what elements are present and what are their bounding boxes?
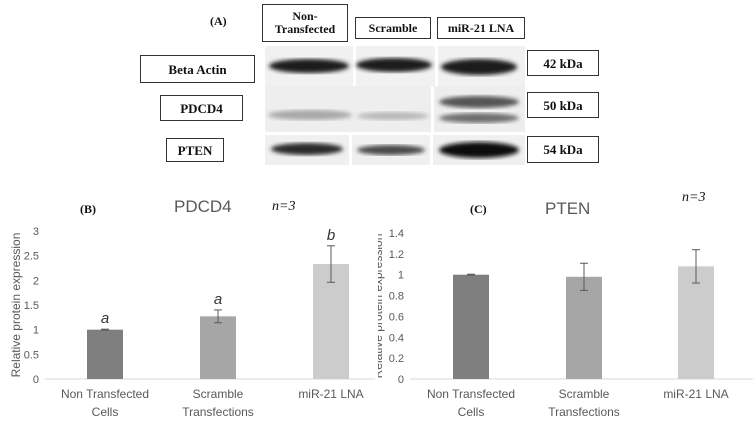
y-tick-label: 1: [398, 270, 404, 282]
band-beta-actin-lane2: [356, 58, 432, 72]
size-label-54kda: 54 kDa: [527, 136, 599, 163]
blot-strip-pdcd4: [265, 86, 525, 132]
x-tick-label: Cells: [458, 405, 485, 419]
pten-bar-chart: 0 0.2 0.4 0.6 0.8 1 1.2 1.4 Relative protein exp…: [378, 228, 753, 419]
pdcd4-bar-chart: 0 0.5 1 1.5 2 2.5 3 Relative protein expression…: [9, 226, 375, 419]
y-tick-label: 0.5: [24, 349, 39, 361]
band-pten-lane2: [357, 145, 425, 155]
y-tick-label: 0.8: [389, 291, 404, 303]
band-beta-actin-lane1: [269, 59, 349, 73]
blot-lane-divider: [349, 135, 352, 165]
band-pdcd4-lane1: [268, 110, 352, 120]
band-pdcd4-lane2: [357, 112, 429, 120]
y-tick-label: 1.2: [389, 249, 404, 261]
y-tick-label: 0: [398, 374, 404, 386]
x-tick-label: miR-21 LNA: [663, 387, 728, 401]
significance-letter: a: [101, 310, 109, 327]
band-pten-lane3: [439, 142, 519, 158]
blot-lane-divider: [435, 46, 438, 86]
bar: [200, 316, 236, 379]
lane-label-text: miR-21 LNA: [447, 20, 515, 35]
y-tick-label: 2: [33, 275, 39, 287]
y-tick-label: 3: [33, 226, 39, 238]
size-label-text: 54 kDa: [543, 142, 583, 157]
significance-letter: a: [214, 291, 222, 308]
lane-label-scramble: Scramble: [355, 17, 431, 39]
y-tick-label: 0.4: [389, 332, 404, 344]
y-axis-label: Relative protein expression: [9, 233, 23, 378]
chart-c-n-label: n=3: [682, 190, 706, 205]
x-tick-label: Non Transfected: [427, 387, 515, 401]
bar: [678, 266, 714, 379]
blot-lane-divider: [431, 86, 434, 132]
y-tick-label: 0.6: [389, 311, 404, 323]
x-tick-label: Scramble: [193, 387, 244, 401]
y-tick-label: 0: [33, 374, 39, 386]
protein-label-text: Beta Actin: [168, 61, 227, 77]
chart-b-panel-label: (B): [80, 202, 96, 216]
band-beta-actin-lane3: [441, 59, 517, 75]
band-pdcd4-lane3-lower: [439, 113, 519, 123]
y-axis-label: Relative protein expression: [378, 234, 385, 379]
lane-label-non-transfected: Non- Transfected: [262, 4, 348, 42]
x-tick-label: Non Transfected: [61, 387, 149, 401]
y-tick-label: 0.2: [389, 353, 404, 365]
x-tick-label: Scramble: [559, 387, 610, 401]
lane-label-mir21-lna: miR-21 LNA: [437, 17, 525, 39]
blot-panel-label: (A): [210, 14, 227, 28]
size-label-50kda: 50 kDa: [527, 92, 599, 118]
bar: [313, 264, 349, 379]
band-pdcd4-lane3-upper: [439, 96, 519, 108]
western-blot-image: [265, 46, 525, 165]
x-tick-label: Transfections: [548, 405, 620, 419]
chart-b-n-label: n=3: [272, 199, 296, 214]
band-pten-lane1: [271, 143, 343, 155]
y-tick-label: 1.5: [24, 300, 39, 312]
y-tick-label: 1.4: [389, 228, 404, 240]
bar: [566, 276, 602, 379]
y-tick-label: 2.5: [24, 251, 39, 263]
size-label-text: 42 kDa: [543, 55, 583, 71]
bar: [87, 329, 123, 379]
blot-lane-divider: [353, 46, 356, 86]
chart-b-title: PDCD4: [174, 197, 232, 216]
x-tick-label: Cells: [92, 405, 119, 419]
lane-label-text: Scramble: [368, 20, 418, 35]
x-tick-label: miR-21 LNA: [298, 387, 363, 401]
chart-c-title: PTEN: [545, 199, 591, 218]
protein-label-pdcd4: PDCD4: [160, 95, 243, 121]
y-tick-label: 1: [33, 325, 39, 337]
chart-c-panel-label: (C): [470, 202, 487, 216]
x-tick-label: Transfections: [182, 405, 254, 419]
blot-lane-divider: [430, 135, 433, 165]
significance-letter: b: [327, 227, 335, 244]
protein-label-text: PTEN: [177, 142, 213, 158]
bar: [453, 274, 489, 379]
size-label-text: 50 kDa: [543, 97, 583, 113]
protein-label-text: PDCD4: [180, 100, 223, 116]
lane-label-text: Non- Transfected: [274, 9, 336, 36]
size-label-42kda: 42 kDa: [527, 50, 599, 76]
protein-label-beta-actin: Beta Actin: [140, 55, 255, 83]
protein-label-pten: PTEN: [166, 138, 224, 162]
